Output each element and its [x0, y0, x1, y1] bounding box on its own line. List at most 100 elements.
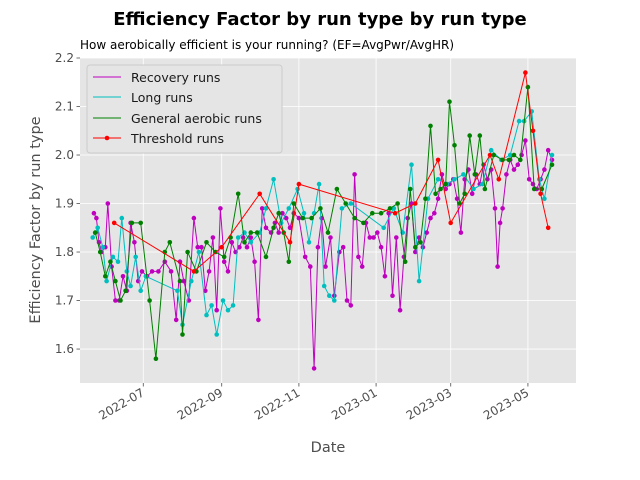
data-point-recovery-runs	[352, 172, 357, 177]
data-point-long-runs	[452, 177, 457, 182]
data-point-long-runs	[128, 283, 133, 289]
data-point-long-runs	[248, 240, 254, 245]
series-long-runs	[90, 109, 555, 337]
data-point-long-runs	[115, 259, 121, 265]
y-tick-label: 2.1	[55, 100, 74, 114]
data-point-threshold-runs	[523, 70, 528, 75]
data-point-general-aerobic-runs	[300, 215, 306, 221]
data-point-general-aerobic-runs	[271, 225, 276, 231]
chart-subtitle: How aerobically efficient is your runnin…	[80, 38, 454, 52]
legend: Recovery runs Long runs General aerobic …	[86, 64, 283, 154]
data-point-recovery-runs	[542, 167, 547, 172]
data-point-threshold-runs	[487, 152, 493, 158]
data-point-general-aerobic-runs	[318, 206, 323, 211]
y-tick-label: 2.0	[55, 148, 74, 162]
data-point-general-aerobic-runs	[97, 249, 103, 255]
data-point-recovery-runs	[221, 259, 227, 265]
data-point-recovery-runs	[206, 269, 212, 274]
data-point-general-aerobic-runs	[423, 196, 428, 201]
data-point-recovery-runs	[515, 162, 521, 167]
data-point-long-runs	[133, 254, 138, 260]
data-point-recovery-runs	[413, 249, 418, 255]
data-point-general-aerobic-runs	[467, 133, 473, 138]
data-point-recovery-runs	[199, 244, 204, 250]
data-point-recovery-runs	[244, 244, 250, 250]
data-point-recovery-runs	[308, 264, 313, 269]
data-point-long-runs	[189, 278, 194, 284]
data-point-recovery-runs	[177, 259, 183, 265]
data-point-long-runs	[549, 152, 555, 158]
data-point-long-runs	[348, 201, 354, 206]
data-point-general-aerobic-runs	[531, 186, 537, 192]
data-point-long-runs	[263, 206, 269, 211]
data-point-recovery-runs	[526, 177, 532, 182]
data-point-long-runs	[220, 298, 226, 303]
data-point-long-runs	[381, 225, 387, 231]
data-point-recovery-runs	[390, 293, 395, 299]
data-point-general-aerobic-runs	[286, 259, 292, 265]
data-point-long-runs	[138, 288, 143, 294]
data-point-general-aerobic-runs	[447, 99, 452, 104]
data-point-threshold-runs	[191, 269, 197, 274]
data-point-general-aerobic-runs	[103, 274, 108, 279]
x-axis-ticks: 2022-07 2022-09 2022-11 2023-01 2023-03 2023-…	[96, 383, 531, 423]
data-point-recovery-runs	[530, 181, 536, 187]
y-axis-label: Efficiency Factor by run type	[28, 116, 44, 323]
data-point-recovery-runs	[191, 215, 197, 221]
data-point-recovery-runs	[94, 215, 99, 221]
data-point-recovery-runs	[283, 215, 289, 221]
data-point-recovery-runs	[113, 298, 118, 303]
data-point-recovery-runs	[210, 235, 216, 240]
data-point-recovery-runs	[519, 152, 524, 158]
data-point-long-runs	[104, 278, 109, 284]
data-point-general-aerobic-runs	[402, 259, 408, 265]
data-point-general-aerobic-runs	[153, 356, 159, 362]
data-point-recovery-runs	[497, 220, 503, 226]
data-point-general-aerobic-runs	[248, 230, 254, 235]
data-point-long-runs	[327, 293, 332, 299]
data-point-recovery-runs	[424, 230, 430, 235]
data-point-long-runs	[196, 249, 202, 255]
data-point-long-runs	[175, 288, 180, 294]
data-point-recovery-runs	[252, 259, 257, 265]
data-point-recovery-runs	[91, 210, 97, 216]
x-tick-label: 2023-03	[404, 385, 454, 422]
data-point-general-aerobic-runs	[472, 172, 478, 177]
data-point-general-aerobic-runs	[352, 215, 357, 221]
data-point-threshold-runs	[111, 220, 117, 226]
data-point-recovery-runs	[469, 191, 475, 197]
data-point-general-aerobic-runs	[92, 230, 98, 235]
data-point-recovery-runs	[454, 196, 460, 201]
data-point-recovery-runs	[276, 230, 282, 235]
data-point-general-aerobic-runs	[113, 278, 118, 284]
data-point-general-aerobic-runs	[167, 240, 173, 245]
x-tick-label: 2022-11	[252, 385, 302, 422]
data-point-recovery-runs	[344, 298, 350, 303]
data-point-recovery-runs	[416, 235, 422, 240]
y-tick-label: 1.6	[55, 342, 74, 356]
data-point-recovery-runs	[371, 235, 376, 240]
data-point-general-aerobic-runs	[413, 244, 418, 250]
data-point-long-runs	[225, 307, 231, 313]
data-point-long-runs	[119, 215, 125, 221]
data-point-recovery-runs	[181, 278, 187, 284]
data-point-recovery-runs	[397, 307, 403, 313]
data-point-recovery-runs	[323, 264, 328, 269]
legend-marker-threshold	[104, 135, 110, 141]
data-point-general-aerobic-runs	[108, 259, 113, 265]
data-point-threshold-runs	[219, 244, 224, 250]
data-point-long-runs	[507, 152, 513, 158]
data-point-general-aerobic-runs	[343, 201, 349, 206]
data-point-recovery-runs	[432, 210, 437, 216]
data-point-general-aerobic-runs	[370, 210, 375, 216]
data-point-general-aerobic-runs	[511, 152, 517, 158]
data-point-long-runs	[286, 206, 292, 211]
data-point-general-aerobic-runs	[482, 186, 488, 192]
data-point-general-aerobic-runs	[518, 157, 523, 163]
data-point-recovery-runs	[132, 240, 137, 245]
data-point-recovery-runs	[315, 244, 321, 250]
data-point-general-aerobic-runs	[334, 186, 340, 192]
data-point-general-aerobic-runs	[291, 201, 297, 206]
data-point-recovery-runs	[149, 269, 155, 274]
data-point-long-runs	[90, 235, 95, 240]
